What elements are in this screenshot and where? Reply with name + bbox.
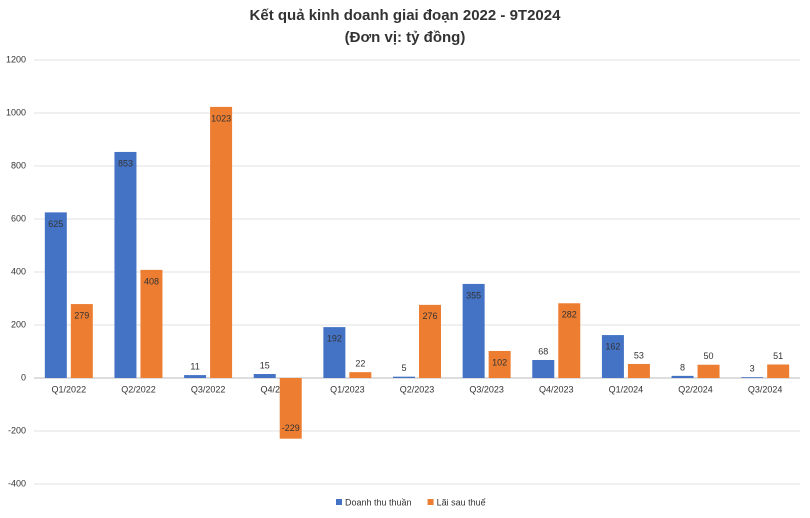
- bar: [601, 335, 624, 378]
- chart-subtitle: (Đơn vị: tỷ đồng): [345, 29, 466, 46]
- value-label: 11: [190, 361, 199, 371]
- x-tick-label: Q1/2024: [609, 384, 644, 394]
- value-label: 162: [605, 341, 620, 351]
- x-tick-label: Q1/2022: [52, 384, 87, 394]
- value-label: 50: [704, 351, 714, 361]
- x-tick-label: Q3/2023: [469, 384, 504, 394]
- value-label: 853: [118, 158, 133, 168]
- bar: [532, 359, 555, 378]
- x-tick-label: Q2/2023: [400, 384, 435, 394]
- legend-swatch: [427, 499, 434, 505]
- value-label: 625: [48, 219, 63, 229]
- x-tick-label: Q1/2023: [330, 384, 365, 394]
- x-tick-label: Q2/2024: [678, 384, 713, 394]
- x-tick-label: Q3/2024: [748, 384, 783, 394]
- bar: [671, 375, 694, 378]
- bar: [741, 377, 764, 378]
- bar: [323, 327, 346, 378]
- value-label: 68: [538, 346, 548, 356]
- bar: [488, 350, 511, 378]
- chart-title: Kết quả kinh doanh giai đoạn 2022 - 9T20…: [250, 7, 562, 24]
- bar: [349, 372, 372, 378]
- legend-swatch: [336, 499, 342, 505]
- y-tick-label: 1000: [6, 107, 26, 117]
- value-label: 15: [260, 360, 270, 370]
- y-tick-label: -400: [8, 478, 26, 488]
- legend-label: Doanh thu thuần: [345, 497, 412, 507]
- bar: [114, 151, 137, 378]
- bar: [253, 374, 276, 378]
- value-label: 279: [74, 310, 89, 320]
- bar: [184, 375, 207, 378]
- y-tick-label: -200: [8, 425, 26, 435]
- legend-label: Lãi sau thuế: [437, 497, 486, 507]
- bar: [70, 304, 93, 378]
- value-label: -229: [282, 423, 300, 433]
- bar: [279, 378, 302, 439]
- value-label: 3: [750, 364, 755, 374]
- bar: [767, 364, 790, 378]
- x-tick-label: Q4/2023: [539, 384, 574, 394]
- bar: [697, 364, 720, 378]
- bar: [419, 304, 441, 378]
- bar: [627, 363, 650, 378]
- value-label: 51: [773, 351, 783, 361]
- value-label: 8: [680, 362, 685, 372]
- value-label: 1023: [211, 113, 231, 123]
- y-tick-label: 0: [21, 372, 26, 382]
- x-tick-label: Q4/2022: [260, 384, 295, 394]
- y-tick-label: 800: [11, 160, 26, 170]
- y-tick-label: 600: [11, 213, 26, 223]
- value-label: 5: [401, 363, 406, 373]
- value-label: 408: [144, 276, 159, 286]
- value-label: 192: [327, 333, 342, 343]
- x-tick-label: Q2/2022: [121, 384, 156, 394]
- value-label: 102: [492, 357, 507, 367]
- y-tick-label: 400: [11, 266, 26, 276]
- value-label: 53: [634, 350, 644, 360]
- bar: [210, 106, 233, 378]
- bar: [393, 376, 415, 378]
- y-tick-label: 1200: [6, 54, 26, 64]
- y-tick-label: 200: [11, 319, 26, 329]
- value-label: 276: [422, 311, 437, 321]
- bar: [462, 283, 485, 378]
- x-tick-label: Q3/2022: [191, 384, 226, 394]
- bar: [44, 212, 67, 378]
- bar: [140, 269, 163, 378]
- value-label: 355: [466, 290, 481, 300]
- value-label: 282: [562, 310, 577, 320]
- value-label: 22: [355, 359, 365, 369]
- bar: [558, 303, 581, 378]
